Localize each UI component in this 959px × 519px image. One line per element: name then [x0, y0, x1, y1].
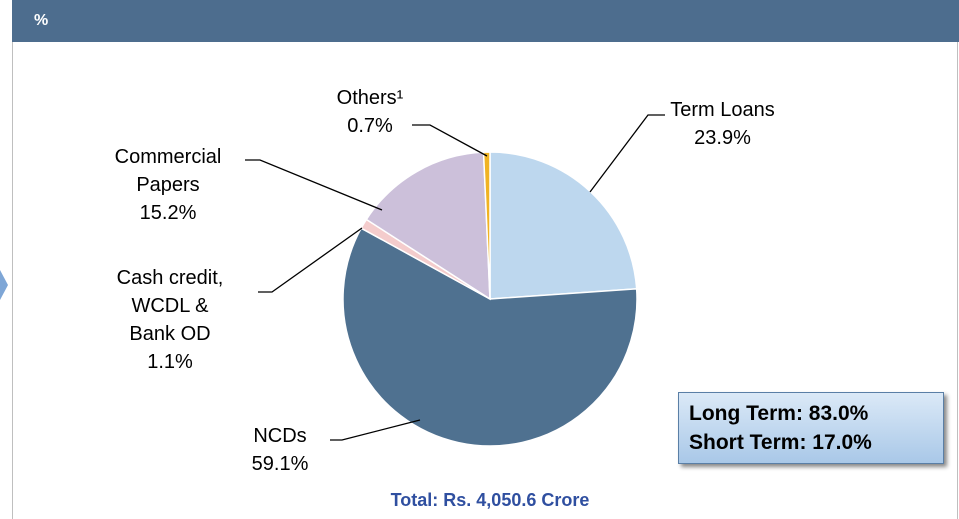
pie-slice	[365, 151, 491, 301]
leader-line	[412, 124, 488, 157]
value-label: 23.9%	[694, 127, 751, 149]
value-label: 0.7%	[347, 115, 393, 137]
value-label: 1.1%	[147, 351, 193, 373]
term-box: Long Term: 83.0% Short Term: 17.0%	[678, 392, 944, 464]
category-label: NCDs	[253, 425, 307, 447]
subtitle: %	[34, 12, 49, 29]
slice-label: Term Loans 23.9%	[650, 96, 795, 152]
category-label: Commercial Papers	[114, 146, 222, 196]
header-bar	[12, 0, 959, 42]
category-label: Term Loans	[670, 99, 775, 121]
pie	[342, 151, 638, 447]
total-label: Total: Rs. 4,050.6 Crore	[390, 490, 590, 510]
pie-slice	[489, 151, 638, 300]
leader-line	[330, 419, 421, 441]
slice-label: Others¹ 0.7%	[320, 84, 420, 140]
slice-label: NCDs 59.1%	[220, 422, 340, 478]
value-label: 15.2%	[139, 202, 197, 224]
leader-line	[245, 159, 383, 211]
leader-line	[589, 114, 665, 193]
category-label: Cash credit, WCDL & Bank OD	[116, 267, 224, 345]
arrow-decoration	[0, 270, 8, 300]
value-label: 59.1%	[251, 453, 309, 475]
leader-line	[258, 227, 363, 293]
category-label: Others¹	[336, 87, 404, 109]
annotation: Long Term: 83.0%	[689, 402, 869, 425]
pie-slice	[342, 227, 638, 447]
slice-label: Commercial Papers 15.2%	[93, 143, 243, 227]
annotation: Short Term: 17.0%	[689, 431, 872, 454]
slice-label: Cash credit, WCDL & Bank OD 1.1%	[114, 264, 226, 376]
pie-slice	[482, 151, 491, 300]
leader-lines	[245, 114, 665, 441]
